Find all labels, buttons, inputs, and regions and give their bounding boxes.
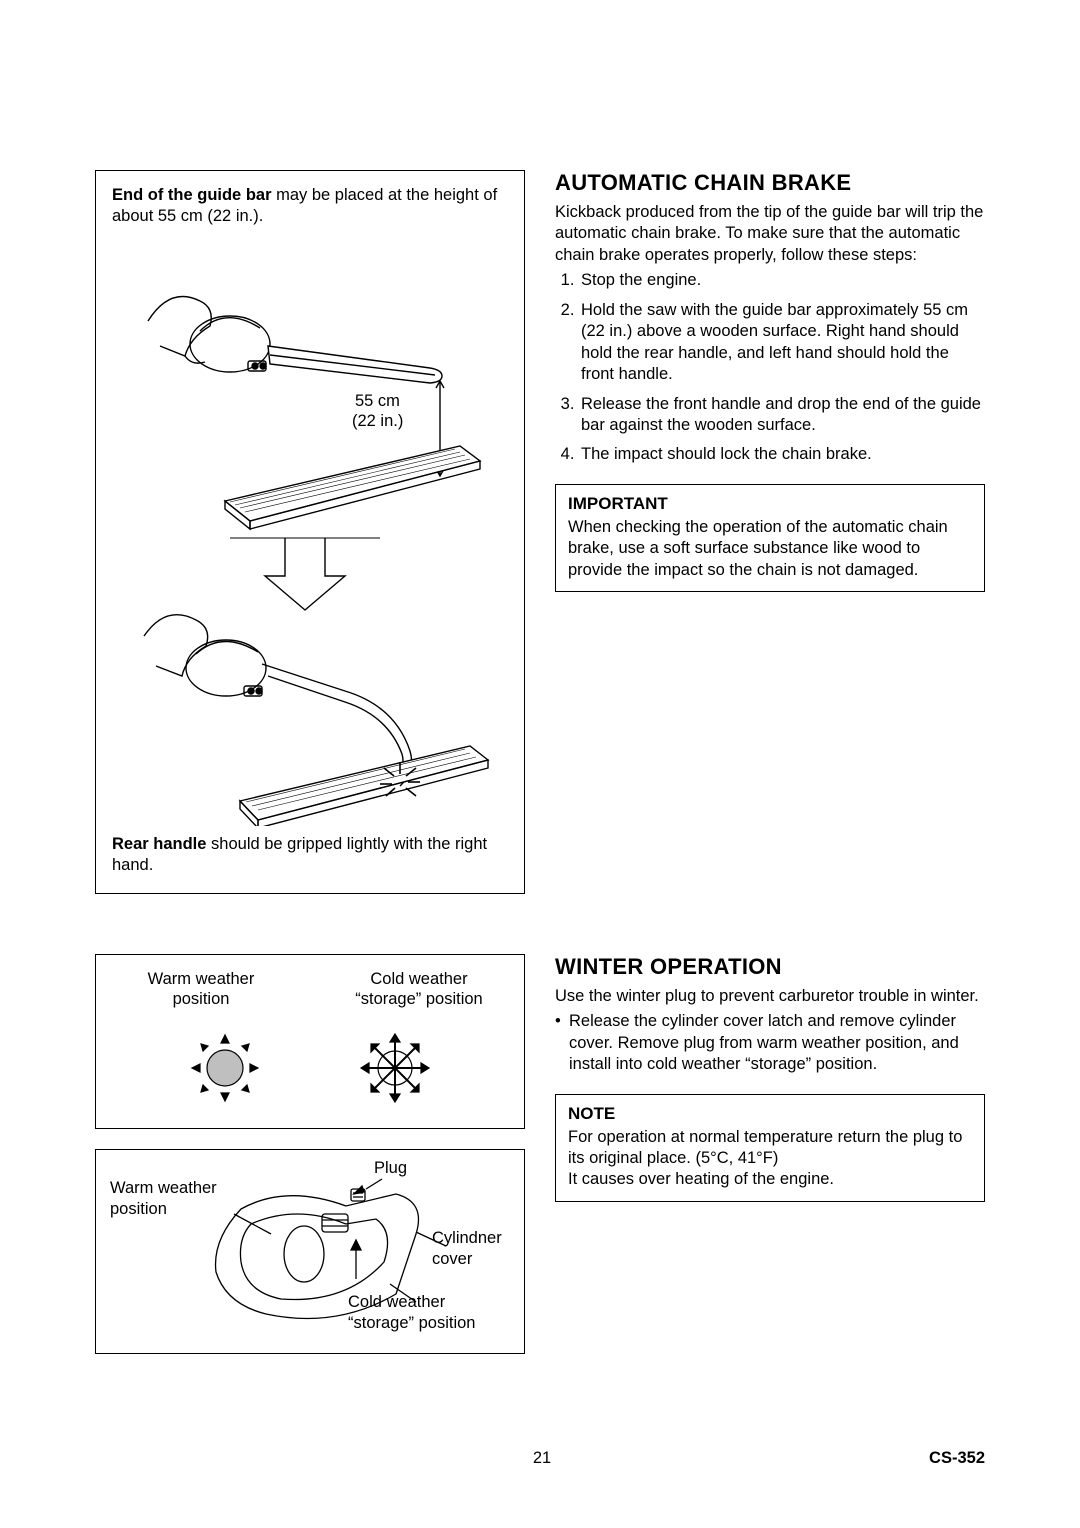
note-title: NOTE bbox=[568, 1103, 972, 1125]
note-body-l2: It causes over heating of the engine. bbox=[568, 1169, 972, 1190]
cold-pos-label: Cold weather “storage” position bbox=[348, 1292, 488, 1333]
model-number: CS-352 bbox=[929, 1449, 985, 1468]
step-item: The impact should lock the chain brake. bbox=[579, 444, 985, 465]
warm-label-l1: Warm weather bbox=[112, 969, 290, 990]
winter-intro: Use the winter plug to prevent carbureto… bbox=[555, 986, 985, 1007]
cyl-cover-label: Cylindner cover bbox=[432, 1228, 512, 1269]
winter-bullet: Release the cylinder cover latch and rem… bbox=[569, 1011, 985, 1075]
winter-icons-illustration bbox=[140, 1018, 480, 1108]
important-title: IMPORTANT bbox=[568, 493, 972, 515]
chain-brake-heading: AUTOMATIC CHAIN BRAKE bbox=[555, 170, 985, 196]
page-number: 21 bbox=[155, 1449, 929, 1468]
winter-bullet-list: Release the cylinder cover latch and rem… bbox=[555, 1011, 985, 1075]
fig1-top-caption: End of the guide bar may be placed at th… bbox=[112, 185, 508, 228]
warm-label: Warm weather position bbox=[112, 969, 290, 1010]
figure-box-2a: Warm weather position Cold weather “stor… bbox=[95, 954, 525, 1129]
row-winter: Warm weather position Cold weather “stor… bbox=[95, 954, 985, 1354]
step-item: Hold the saw with the guide bar approxim… bbox=[579, 300, 985, 386]
note-callout: NOTE For operation at normal temperature… bbox=[555, 1094, 985, 1202]
fig1-dim2: (22 in.) bbox=[352, 412, 403, 430]
fig1-dim1: 55 cm bbox=[355, 392, 400, 410]
winter-icon-labels: Warm weather position Cold weather “stor… bbox=[112, 969, 508, 1010]
warm-pos-label: Warm weather position bbox=[110, 1178, 235, 1219]
fig1-top-bold: End of the guide bar bbox=[112, 186, 272, 204]
cold-label: Cold weather “storage” position bbox=[330, 969, 508, 1010]
figure-box-1: End of the guide bar may be placed at th… bbox=[95, 170, 525, 894]
chain-brake-steps: Stop the engine. Hold the saw with the g… bbox=[555, 270, 985, 466]
important-body: When checking the operation of the autom… bbox=[568, 517, 972, 581]
plug-label: Plug bbox=[374, 1158, 407, 1179]
chainsaw-drop-illustration: 55 cm (22 in.) bbox=[130, 236, 490, 826]
fig1-bottom-caption: Rear handle should be gripped lightly wi… bbox=[112, 834, 508, 877]
cold-label-l2: “storage” position bbox=[330, 989, 508, 1010]
fig1-bottom-bold: Rear handle bbox=[112, 835, 206, 853]
section-chain-brake: AUTOMATIC CHAIN BRAKE Kickback produced … bbox=[555, 170, 985, 894]
figure-box-2b: Plug Warm weather position Cylindner cov… bbox=[95, 1149, 525, 1354]
section-winter: WINTER OPERATION Use the winter plug to … bbox=[555, 954, 985, 1354]
warm-label-l2: position bbox=[112, 989, 290, 1010]
note-body-l1: For operation at normal temperature retu… bbox=[568, 1127, 972, 1170]
cold-label-l1: Cold weather bbox=[330, 969, 508, 990]
winter-heading: WINTER OPERATION bbox=[555, 954, 985, 980]
figure-winter: Warm weather position Cold weather “stor… bbox=[95, 954, 525, 1354]
chain-brake-intro: Kickback produced from the tip of the gu… bbox=[555, 202, 985, 266]
important-callout: IMPORTANT When checking the operation of… bbox=[555, 484, 985, 592]
step-item: Stop the engine. bbox=[579, 270, 985, 291]
row-chain-brake: End of the guide bar may be placed at th… bbox=[95, 170, 985, 894]
page-footer: 21 CS-352 bbox=[0, 1449, 1080, 1468]
figure-chain-brake: End of the guide bar may be placed at th… bbox=[95, 170, 525, 894]
step-item: Release the front handle and drop the en… bbox=[579, 394, 985, 437]
